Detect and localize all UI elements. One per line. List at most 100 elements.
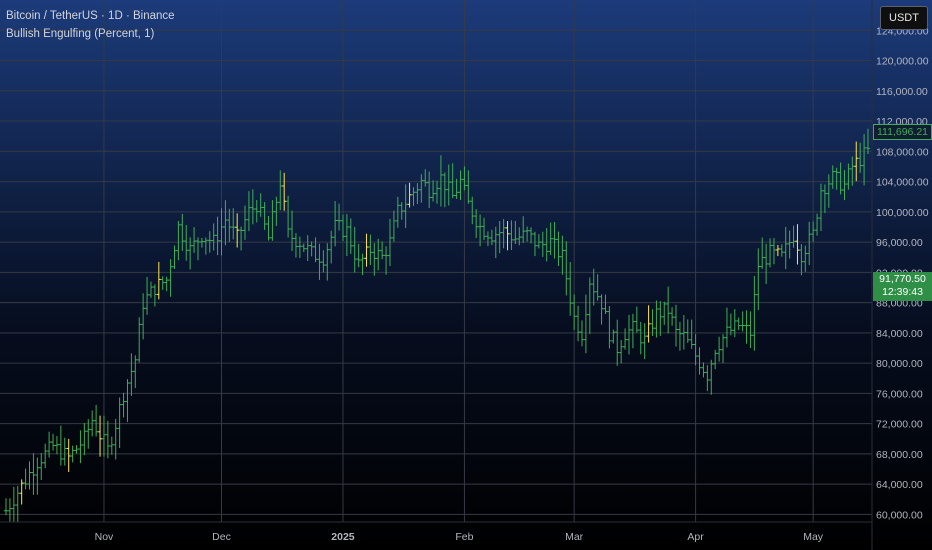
ohlc-bar[interactable]: [513, 220, 518, 245]
ohlc-bar[interactable]: [325, 243, 330, 281]
ohlc-bar[interactable]: [630, 313, 635, 349]
ohlc-bar[interactable]: [113, 418, 118, 460]
ohlc-bar[interactable]: [454, 178, 459, 199]
ohlc-bar[interactable]: [603, 294, 608, 315]
ohlc-bar[interactable]: [231, 208, 236, 240]
ohlc-bar[interactable]: [623, 328, 628, 350]
ohlc-bar[interactable]: [262, 202, 267, 230]
ohlc-bar[interactable]: [101, 415, 106, 457]
ohlc-bar[interactable]: [493, 226, 498, 259]
ohlc-bar[interactable]: [803, 245, 808, 272]
ohlc-bar[interactable]: [384, 246, 389, 275]
ohlc-bar[interactable]: [301, 243, 306, 253]
ohlc-bar[interactable]: [435, 180, 439, 204]
ohlc-bar[interactable]: [658, 301, 663, 336]
ohlc-bar[interactable]: [485, 231, 490, 247]
ohlc-bar[interactable]: [121, 392, 126, 418]
ohlc-bar[interactable]: [427, 171, 432, 209]
ohlc-bar[interactable]: [192, 227, 197, 253]
ohlc-bar[interactable]: [466, 170, 471, 204]
ohlc-bar[interactable]: [834, 167, 839, 190]
ohlc-bar[interactable]: [721, 334, 726, 363]
ohlc-bar[interactable]: [333, 201, 338, 247]
ohlc-bar[interactable]: [544, 228, 549, 262]
ohlc-bar[interactable]: [666, 286, 671, 334]
ohlc-bar[interactable]: [199, 237, 204, 248]
ohlc-bar[interactable]: [572, 294, 577, 330]
ohlc-bar[interactable]: [297, 236, 302, 259]
ohlc-bar[interactable]: [11, 486, 16, 522]
ohlc-bar[interactable]: [156, 261, 161, 300]
ohlc-bar[interactable]: [356, 243, 361, 268]
ohlc-bar[interactable]: [70, 445, 75, 463]
ohlc-bar[interactable]: [795, 224, 800, 265]
ohlc-bar[interactable]: [109, 436, 114, 455]
ohlc-bar[interactable]: [278, 170, 283, 211]
ohlc-bar[interactable]: [674, 304, 679, 347]
ohlc-bar[interactable]: [407, 182, 412, 208]
ohlc-bar[interactable]: [364, 233, 369, 267]
ohlc-bar[interactable]: [838, 162, 843, 195]
ohlc-bar[interactable]: [337, 203, 342, 231]
ohlc-bar[interactable]: [638, 321, 643, 355]
ohlc-bar[interactable]: [211, 223, 216, 251]
ohlc-bar[interactable]: [713, 349, 718, 370]
ohlc-bar[interactable]: [58, 425, 63, 466]
ohlc-bar[interactable]: [591, 268, 596, 306]
ohlc-bar[interactable]: [86, 419, 91, 449]
ohlc-bar[interactable]: [160, 276, 165, 290]
ohlc-bar[interactable]: [98, 415, 103, 457]
ohlc-bar[interactable]: [90, 410, 95, 437]
ohlc-bar[interactable]: [219, 208, 224, 256]
ohlc-bar[interactable]: [842, 170, 847, 201]
currency-button[interactable]: USDT: [880, 6, 928, 30]
ohlc-bar[interactable]: [717, 336, 722, 362]
ohlc-bar[interactable]: [458, 170, 463, 200]
ohlc-bar[interactable]: [446, 164, 451, 206]
ohlc-bar[interactable]: [689, 319, 694, 349]
ohlc-bar[interactable]: [82, 423, 87, 456]
ohlc-bar[interactable]: [313, 237, 318, 263]
ohlc-bar[interactable]: [411, 187, 416, 206]
ohlc-bar[interactable]: [846, 163, 851, 190]
ohlc-bar[interactable]: [387, 218, 392, 267]
ohlc-bar[interactable]: [482, 217, 487, 241]
ohlc-bar[interactable]: [340, 214, 345, 242]
ohlc-bar[interactable]: [732, 309, 737, 338]
ohlc-bar[interactable]: [556, 231, 561, 266]
ohlc-bar[interactable]: [43, 443, 48, 469]
ohlc-bar[interactable]: [462, 166, 467, 191]
ohlc-bar[interactable]: [309, 241, 314, 257]
ohlc-bar[interactable]: [787, 230, 792, 259]
ohlc-bar[interactable]: [270, 200, 275, 241]
ohlc-bar[interactable]: [497, 221, 502, 254]
ohlc-bar[interactable]: [866, 128, 870, 154]
ohlc-bar[interactable]: [807, 221, 812, 266]
ohlc-bar[interactable]: [258, 193, 263, 217]
ohlc-bar[interactable]: [188, 237, 193, 270]
ohlc-bar[interactable]: [47, 431, 52, 458]
ohlc-bar[interactable]: [815, 213, 820, 236]
ohlc-bar[interactable]: [195, 237, 200, 261]
ohlc-bar[interactable]: [799, 244, 804, 276]
ohlc-bar[interactable]: [744, 310, 749, 344]
ohlc-bar[interactable]: [760, 237, 765, 269]
ohlc-bar[interactable]: [290, 210, 295, 252]
ohlc-bar[interactable]: [360, 253, 365, 276]
ohlc-bar[interactable]: [137, 317, 142, 363]
ohlc-bar[interactable]: [724, 307, 729, 348]
ohlc-bar[interactable]: [168, 259, 173, 297]
ohlc-bar[interactable]: [681, 315, 686, 350]
ohlc-bar[interactable]: [728, 313, 733, 336]
ohlc-bar[interactable]: [811, 221, 816, 242]
indicator-title[interactable]: Bullish Engulfing (Percent, 1): [6, 28, 155, 40]
ohlc-bar[interactable]: [141, 293, 146, 340]
ohlc-bar[interactable]: [697, 347, 702, 375]
ohlc-bar[interactable]: [23, 468, 28, 490]
ohlc-bar[interactable]: [172, 245, 177, 270]
ohlc-bar[interactable]: [51, 433, 56, 451]
ohlc-bar[interactable]: [646, 305, 651, 343]
ohlc-bar[interactable]: [619, 339, 624, 364]
ohlc-bar[interactable]: [474, 209, 479, 239]
